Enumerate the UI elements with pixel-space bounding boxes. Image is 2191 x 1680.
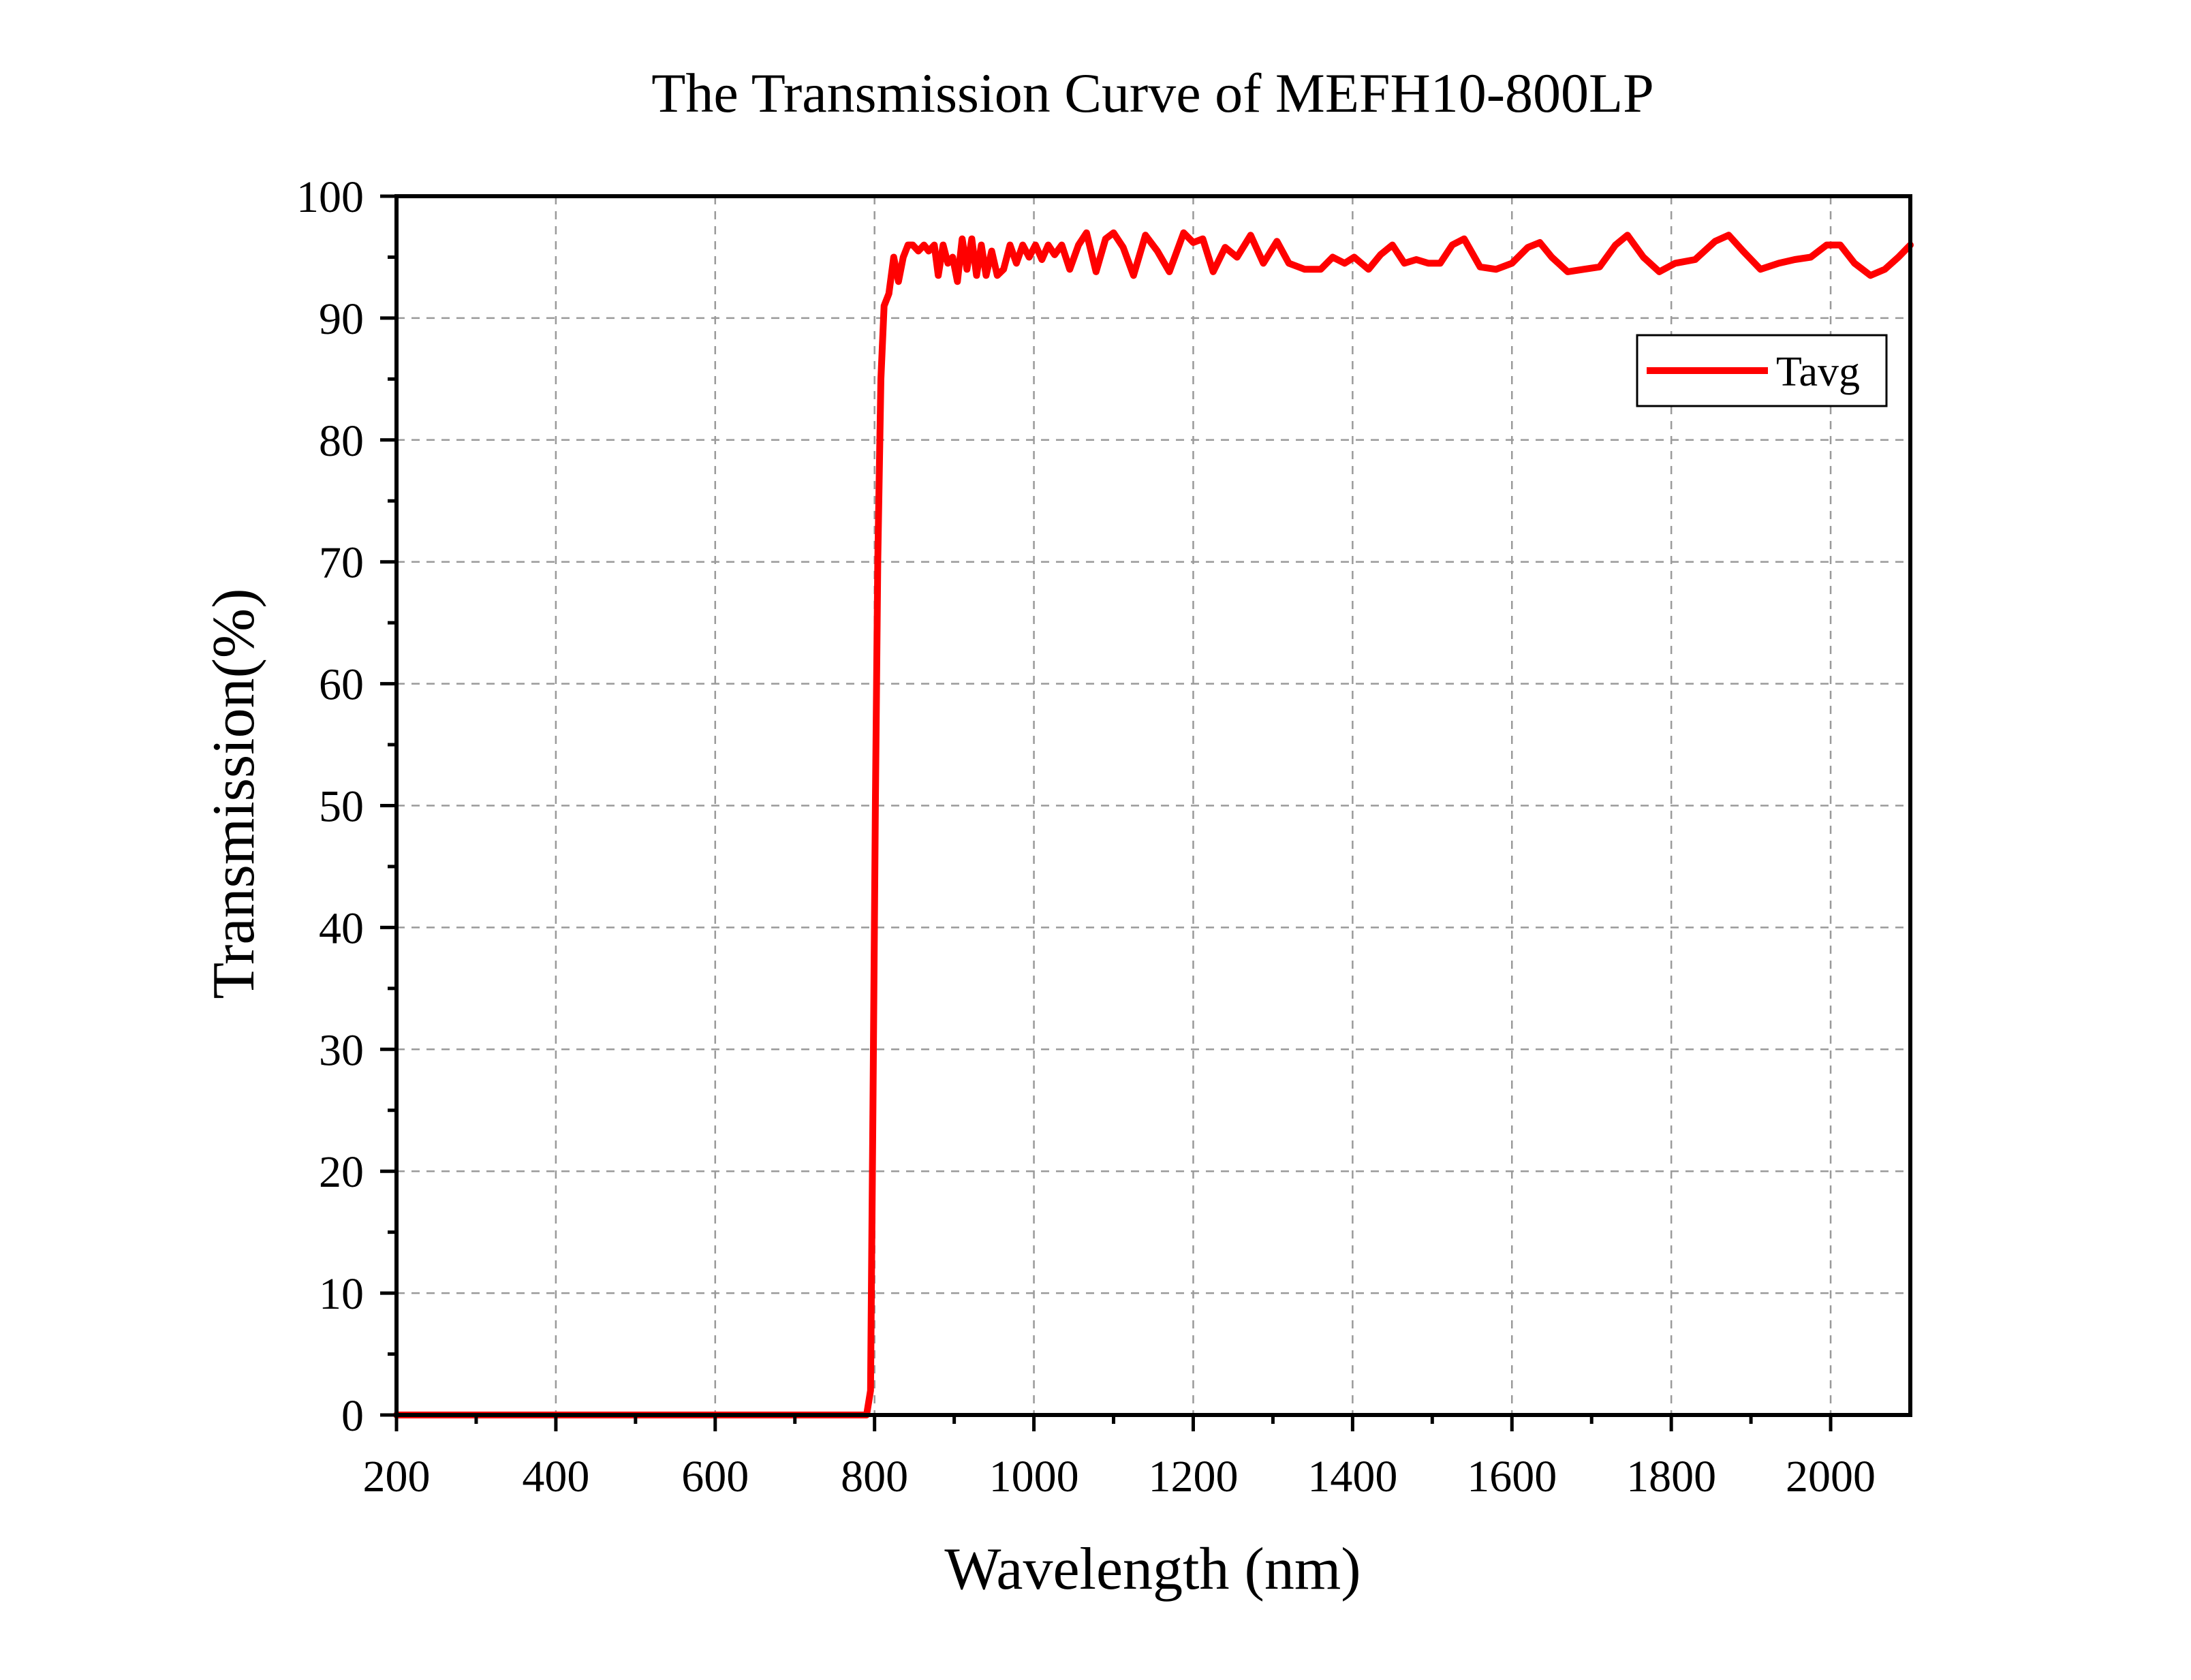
y-tick-label: 20 — [319, 1147, 364, 1197]
series-line-tavg — [393, 229, 1914, 1418]
x-tick-label: 800 — [841, 1452, 908, 1502]
x-tick-label: 200 — [363, 1452, 431, 1502]
x-tick-label: 1400 — [1307, 1452, 1397, 1502]
y-tick-label: 0 — [341, 1391, 364, 1441]
legend-label-tavg: Tavg — [1776, 349, 1860, 395]
axis-ticks — [380, 194, 1833, 1431]
x-tick-label: 600 — [681, 1452, 749, 1502]
y-tick-label: 10 — [319, 1269, 364, 1319]
series-layer — [393, 229, 1914, 1418]
tick-labels: 200 400 600 800 1000 1200 1400 1600 1800 2000 0 10 2… — [296, 172, 1876, 1502]
y-tick-label: 40 — [319, 903, 364, 953]
y-tick-label: 100 — [296, 172, 364, 222]
y-tick-label: 70 — [319, 538, 364, 588]
x-tick-label: 400 — [522, 1452, 589, 1502]
y-tick-label: 80 — [319, 416, 364, 466]
y-tick-label: 30 — [319, 1025, 364, 1075]
x-tick-label: 1800 — [1626, 1452, 1716, 1502]
legend: Tavg — [1636, 334, 1888, 407]
chart-title: The Transmission Curve of MEFH10-800LP — [651, 62, 1654, 124]
y-axis-label: Transmission(%) — [201, 588, 267, 999]
x-tick-label: 1000 — [989, 1452, 1079, 1502]
y-tick-label: 60 — [319, 660, 364, 710]
x-axis-label: Wavelength (nm) — [944, 1536, 1361, 1602]
y-tick-label: 90 — [319, 294, 364, 344]
x-tick-label: 1200 — [1148, 1452, 1238, 1502]
x-tick-label: 2000 — [1786, 1452, 1876, 1502]
grid-lines — [397, 196, 1910, 1415]
y-tick-label: 50 — [319, 782, 364, 832]
x-tick-label: 1600 — [1467, 1452, 1557, 1502]
